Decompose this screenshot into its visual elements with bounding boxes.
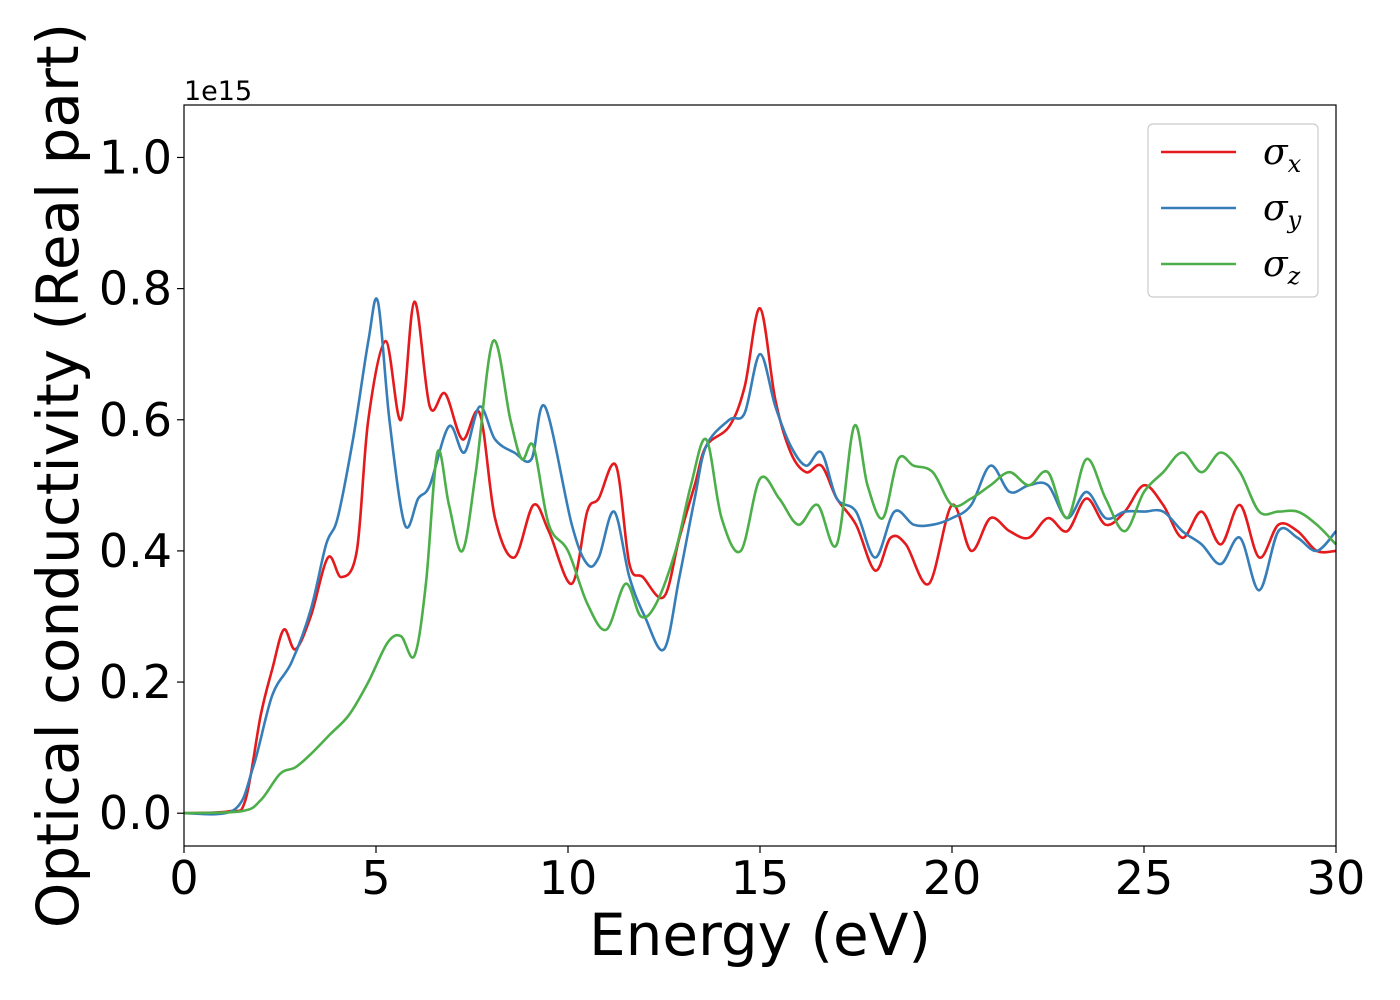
series-line-x: [183, 300, 1337, 815]
series-line-y: [183, 297, 1337, 816]
y-tick-label: 0.8: [99, 262, 172, 316]
x-tick-label: 10: [539, 851, 598, 905]
y-tick-label: 0.6: [99, 393, 172, 447]
x-tick-label: 30: [1307, 851, 1366, 905]
y-tick-label: 0.0: [99, 786, 172, 840]
series-line-z: [183, 339, 1337, 815]
x-tick-label: 5: [361, 851, 390, 905]
y-axis-label: Optical conductivity (Real part): [24, 23, 92, 928]
y-tick-label: 0.2: [99, 655, 172, 709]
x-tick-label: 15: [731, 851, 790, 905]
series-lines: [183, 297, 1337, 816]
x-axis-ticks: 0 5 10 15 20 25 30: [169, 846, 1365, 905]
x-tick-label: 20: [923, 851, 982, 905]
legend-label-x: σx: [1263, 132, 1302, 178]
x-axis-label: Energy (eV): [589, 901, 931, 969]
legend-label-y: σy: [1263, 188, 1302, 234]
y-tick-label: 1.0: [99, 130, 172, 184]
y-tick-label: 0.4: [99, 524, 172, 578]
y-axis-ticks: 0.0 0.2 0.4 0.6 0.8 1.0: [99, 130, 184, 840]
x-tick-label: 25: [1115, 851, 1174, 905]
legend-box: [1147, 123, 1319, 298]
y-axis-offset-label: 1e15: [184, 76, 252, 107]
x-tick-label: 0: [169, 851, 198, 905]
